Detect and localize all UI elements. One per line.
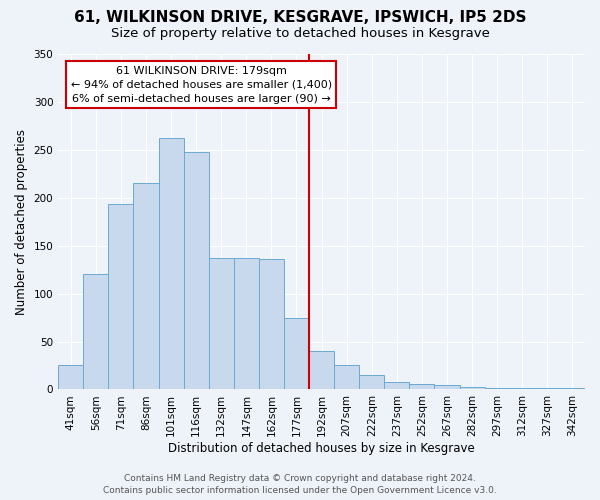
- Bar: [535, 388, 560, 390]
- Bar: [284, 318, 309, 390]
- Text: Size of property relative to detached houses in Kesgrave: Size of property relative to detached ho…: [110, 28, 490, 40]
- Bar: [133, 184, 158, 390]
- Bar: [334, 366, 359, 390]
- Bar: [158, 138, 184, 390]
- Bar: [58, 366, 83, 390]
- Bar: [234, 258, 259, 390]
- Bar: [434, 384, 460, 390]
- Bar: [259, 259, 284, 390]
- Bar: [460, 386, 485, 390]
- Bar: [510, 388, 535, 390]
- Text: 61, WILKINSON DRIVE, KESGRAVE, IPSWICH, IP5 2DS: 61, WILKINSON DRIVE, KESGRAVE, IPSWICH, …: [74, 10, 526, 25]
- Bar: [309, 351, 334, 390]
- Y-axis label: Number of detached properties: Number of detached properties: [15, 128, 28, 314]
- Bar: [83, 274, 109, 390]
- Text: 61 WILKINSON DRIVE: 179sqm
← 94% of detached houses are smaller (1,400)
6% of se: 61 WILKINSON DRIVE: 179sqm ← 94% of deta…: [71, 66, 332, 104]
- Bar: [409, 384, 434, 390]
- X-axis label: Distribution of detached houses by size in Kesgrave: Distribution of detached houses by size …: [168, 442, 475, 455]
- Bar: [109, 204, 133, 390]
- Text: Contains HM Land Registry data © Crown copyright and database right 2024.
Contai: Contains HM Land Registry data © Crown c…: [103, 474, 497, 495]
- Bar: [385, 382, 409, 390]
- Bar: [485, 388, 510, 390]
- Bar: [209, 258, 234, 390]
- Bar: [359, 375, 385, 390]
- Bar: [184, 152, 209, 390]
- Bar: [560, 388, 585, 390]
